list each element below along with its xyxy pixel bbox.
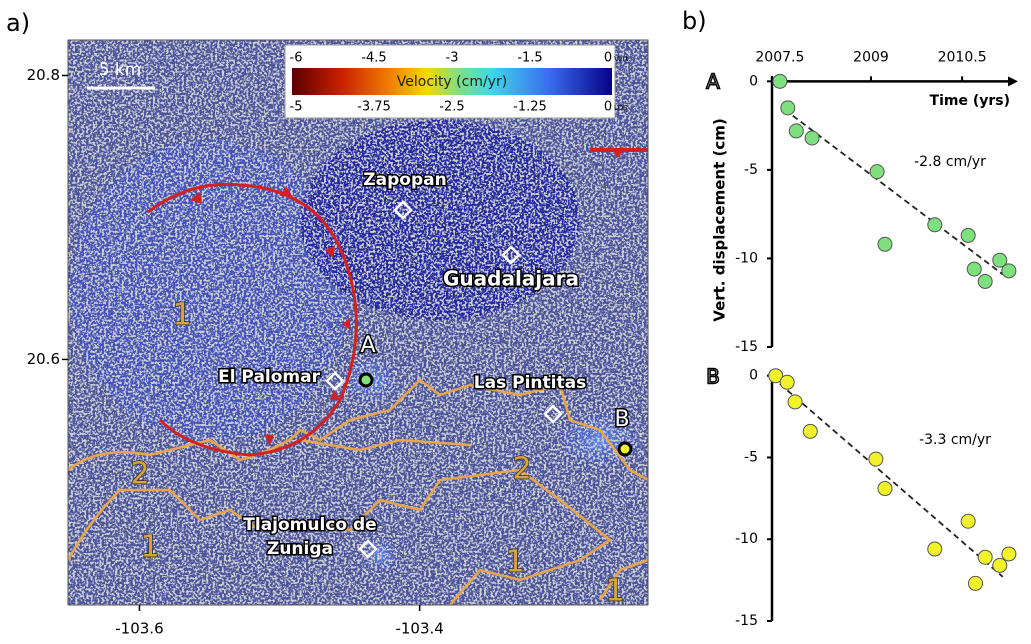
y-tick-label: -15: [735, 339, 758, 355]
y-tick-label: 20.6: [27, 350, 60, 368]
place-label: Guadalajara: [443, 267, 579, 291]
data-point: [805, 131, 819, 145]
annotation: -3.3 cm/yr: [919, 432, 991, 448]
colorbar-tick-label: -3.75: [357, 100, 391, 115]
page: a) 5 km Zapopan Guadalajara: [0, 0, 1031, 644]
colorbar-tick-label: -6: [290, 51, 303, 66]
zone-label: 1: [505, 545, 524, 580]
data-point: [773, 74, 787, 88]
data-point: [978, 550, 992, 564]
data-point: [1002, 264, 1016, 278]
data-point: [978, 274, 992, 288]
place-label: Zuniga: [267, 539, 333, 559]
y-tick-label: -5: [744, 449, 758, 465]
annotation: -2.8 cm/yr: [914, 154, 986, 170]
place-label: Las Pintitas: [474, 373, 586, 393]
colorbar-tick-label: 0: [604, 51, 612, 66]
colorbar-tick-label: -3: [446, 51, 459, 66]
zone-label: 1: [605, 574, 624, 609]
x-tick-label: -103.6: [115, 620, 163, 638]
x-tick-label: 2009: [853, 49, 889, 65]
colorbar-tick-label: -4.5: [361, 51, 386, 66]
data-point: [803, 424, 817, 438]
place-label: Zapopan: [363, 170, 446, 190]
panel-letter: A: [706, 70, 720, 94]
x-axis-arrow: [1008, 76, 1018, 86]
scale-bar-label: 5 km: [99, 60, 142, 80]
x-tick-label: 2010.5: [938, 49, 987, 65]
colorbar-tick-label: 0: [604, 100, 612, 115]
zone-label: 1: [172, 298, 191, 333]
data-point: [789, 124, 803, 138]
x-tick-label: -103.4: [395, 620, 443, 638]
panel-label: b): [682, 7, 707, 35]
colorbar-tick-label: -1.5: [517, 51, 542, 66]
data-point: [993, 558, 1007, 572]
data-point: [878, 482, 892, 496]
colorbar-vert-label: Vert.: [614, 55, 630, 63]
zone-label: 2: [512, 452, 531, 487]
y-tick-label: -10: [735, 250, 758, 266]
figure: a) 5 km Zapopan Guadalajara: [0, 0, 1031, 640]
place-label: El Palomar: [218, 367, 321, 387]
colorbar-los-label: LOS: [614, 104, 628, 112]
colorbar-tick-label: -5: [290, 100, 303, 115]
x-tick-label: 2007.5: [755, 49, 804, 65]
data-point: [870, 165, 884, 179]
y-tick-label: 0: [749, 73, 758, 89]
data-point: [781, 101, 795, 115]
y-tick-label: 20.8: [27, 66, 60, 84]
data-point: [961, 514, 975, 528]
data-point: [968, 576, 982, 590]
data-point: [878, 237, 892, 251]
colorbar-tick-label: -1.25: [513, 100, 547, 115]
data-point: [1002, 547, 1016, 561]
x-axis-label: Time (yrs): [930, 93, 1010, 109]
data-point: [961, 228, 975, 242]
y-tick-label: -15: [735, 613, 758, 629]
trend-line: [780, 384, 1003, 577]
panel-letter: B: [706, 365, 720, 389]
data-point: [928, 218, 942, 232]
panel-label: a): [6, 9, 30, 37]
zone-label: 1: [140, 530, 159, 565]
place-label: Tlajomulco de: [243, 515, 376, 535]
point-label: B: [614, 407, 629, 432]
y-tick-label: -5: [744, 162, 758, 178]
data-point: [928, 542, 942, 556]
data-point: [780, 375, 794, 389]
data-point: [869, 452, 883, 466]
y-tick-label: -10: [735, 531, 758, 547]
y-tick-label: 0: [749, 368, 758, 384]
y-axis-label: Vert. displacement (cm): [711, 118, 729, 321]
data-point: [967, 262, 981, 276]
colorbar-tick-label: -2.5: [439, 100, 464, 115]
zone-label: 2: [130, 457, 149, 492]
point-label: A: [360, 333, 375, 358]
colorbar-title: Velocity (cm/yr): [397, 74, 507, 90]
data-point: [788, 395, 802, 409]
